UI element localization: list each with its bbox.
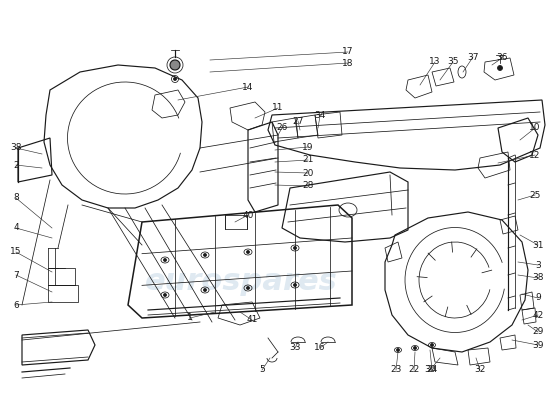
Text: 32: 32	[474, 366, 486, 374]
Ellipse shape	[163, 258, 167, 262]
Text: 9: 9	[535, 294, 541, 302]
Text: 8: 8	[13, 194, 19, 202]
Text: 16: 16	[314, 344, 326, 352]
Ellipse shape	[397, 348, 399, 352]
Text: 41: 41	[246, 316, 258, 324]
Text: 4: 4	[13, 224, 19, 232]
Text: 23: 23	[390, 366, 402, 374]
Text: 19: 19	[302, 142, 313, 152]
Bar	[225, 215, 247, 229]
Text: 2: 2	[13, 160, 19, 170]
Text: 14: 14	[243, 82, 254, 92]
Text: 37: 37	[468, 52, 478, 62]
Ellipse shape	[294, 246, 296, 250]
Text: 30: 30	[424, 366, 436, 374]
Text: 35: 35	[447, 58, 459, 66]
Text: 3: 3	[535, 260, 541, 270]
Text: 42: 42	[532, 310, 543, 320]
Text: 5: 5	[259, 366, 265, 374]
Text: 6: 6	[13, 300, 19, 310]
Text: 38: 38	[532, 274, 544, 282]
Text: 12: 12	[529, 150, 541, 160]
Text: 38: 38	[10, 144, 22, 152]
Text: 36: 36	[496, 54, 508, 62]
Ellipse shape	[204, 254, 206, 256]
Text: 15: 15	[10, 248, 22, 256]
Text: 28: 28	[302, 182, 313, 190]
Text: 29: 29	[532, 328, 544, 336]
Text: 31: 31	[532, 240, 544, 250]
Text: eurospares: eurospares	[145, 267, 338, 296]
Text: 18: 18	[342, 58, 354, 68]
Ellipse shape	[294, 284, 296, 286]
Text: 40: 40	[243, 210, 254, 220]
Text: 10: 10	[529, 124, 541, 132]
Ellipse shape	[246, 286, 250, 290]
Text: 24: 24	[426, 366, 438, 374]
Text: 33: 33	[289, 344, 301, 352]
Text: 26: 26	[276, 124, 288, 132]
Ellipse shape	[170, 60, 180, 70]
Text: 27: 27	[292, 116, 304, 126]
Text: 20: 20	[302, 168, 313, 178]
Text: 22: 22	[408, 366, 420, 374]
Ellipse shape	[163, 294, 167, 296]
Text: 34: 34	[314, 112, 326, 120]
Ellipse shape	[173, 78, 177, 80]
Text: 1: 1	[187, 314, 193, 322]
Text: 11: 11	[272, 104, 284, 112]
Ellipse shape	[246, 250, 250, 254]
Text: 17: 17	[342, 48, 354, 56]
Ellipse shape	[204, 288, 206, 292]
Text: 21: 21	[302, 156, 313, 164]
Text: 13: 13	[429, 58, 441, 66]
Bar	[48, 268, 75, 285]
Text: 25: 25	[529, 190, 541, 200]
Ellipse shape	[431, 344, 433, 346]
Ellipse shape	[414, 346, 416, 350]
Text: 7: 7	[13, 270, 19, 280]
Text: 39: 39	[532, 340, 544, 350]
Ellipse shape	[498, 66, 503, 70]
